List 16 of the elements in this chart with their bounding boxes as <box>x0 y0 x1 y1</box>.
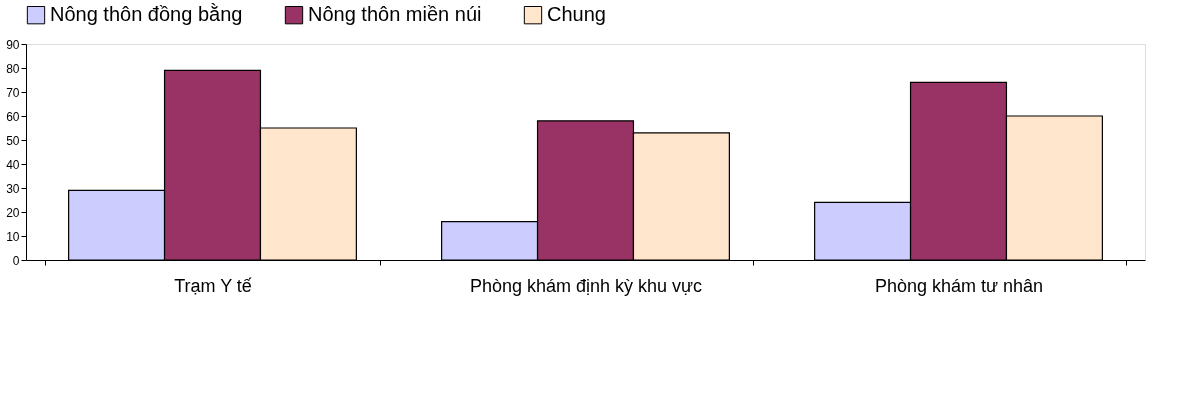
y-tick-label: 10 <box>6 229 20 244</box>
y-tick-label: 80 <box>6 61 20 76</box>
legend-label: Nông thôn miền núi <box>308 3 482 26</box>
x-tick-label: Trạm Y tế <box>174 275 252 296</box>
y-tick-label: 70 <box>6 85 20 100</box>
x-tick-label: Phòng khám định kỳ khu vực <box>469 275 703 296</box>
x-tick-label: Phòng khám tư nhân <box>874 275 1044 296</box>
y-tick-label: 60 <box>6 109 20 124</box>
legend-label: Chung <box>547 3 606 26</box>
legend-label: Nông thôn đồng bằng <box>50 3 243 26</box>
y-tick-label: 20 <box>6 205 20 220</box>
y-tick-label: 30 <box>6 181 20 196</box>
y-tick-label: 50 <box>6 133 20 148</box>
y-tick-label: 40 <box>6 157 20 172</box>
y-tick-label: 0 <box>12 253 20 268</box>
y-tick-label: 90 <box>6 37 20 52</box>
